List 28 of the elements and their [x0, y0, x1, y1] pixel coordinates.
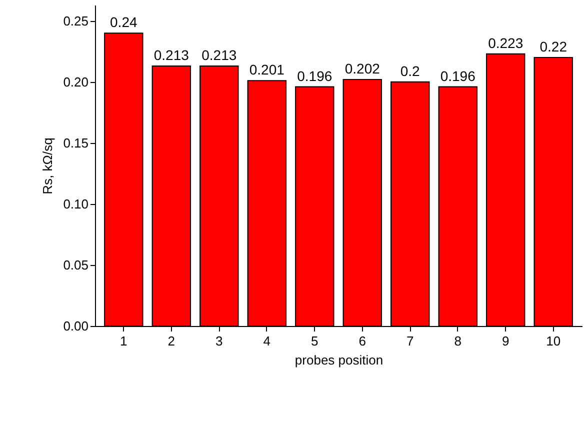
x-tick-label: 1 [120, 334, 128, 348]
x-tick-label: 10 [546, 334, 561, 348]
data-label: 0.24 [110, 14, 138, 30]
x-tick-label: 9 [502, 334, 510, 348]
x-axis-title: probes position [294, 352, 384, 368]
data-label: 0.22 [540, 38, 568, 54]
data-label: 0.213 [154, 47, 190, 64]
y-axis-title: Rs, kΩ/sq [40, 138, 56, 194]
data-label: 0.223 [488, 34, 524, 51]
x-tick-label: 7 [406, 334, 414, 348]
data-label: 0.201 [249, 62, 285, 78]
data-label: 0.196 [297, 68, 332, 84]
x-tick-label: 8 [454, 334, 462, 348]
y-tick-label: 0.00 [63, 318, 88, 334]
y-tick-label: 0.25 [63, 13, 88, 28]
x-tick-label: 3 [216, 334, 223, 348]
y-tick-label: 0.20 [63, 74, 88, 90]
y-tick-label: 0.15 [63, 135, 88, 150]
x-tick-label: 6 [358, 334, 366, 348]
y-tick-label: 0.10 [63, 196, 88, 212]
data-label: 0.213 [202, 47, 237, 64]
data-label: 0.2 [400, 62, 420, 79]
data-label: 0.202 [344, 60, 380, 76]
y-tick-label: 0.05 [63, 257, 88, 272]
x-tick-label: 5 [311, 334, 318, 348]
x-tick-label: 4 [263, 334, 270, 348]
x-tick-label: 2 [168, 334, 176, 348]
data-label: 0.196 [440, 68, 476, 84]
